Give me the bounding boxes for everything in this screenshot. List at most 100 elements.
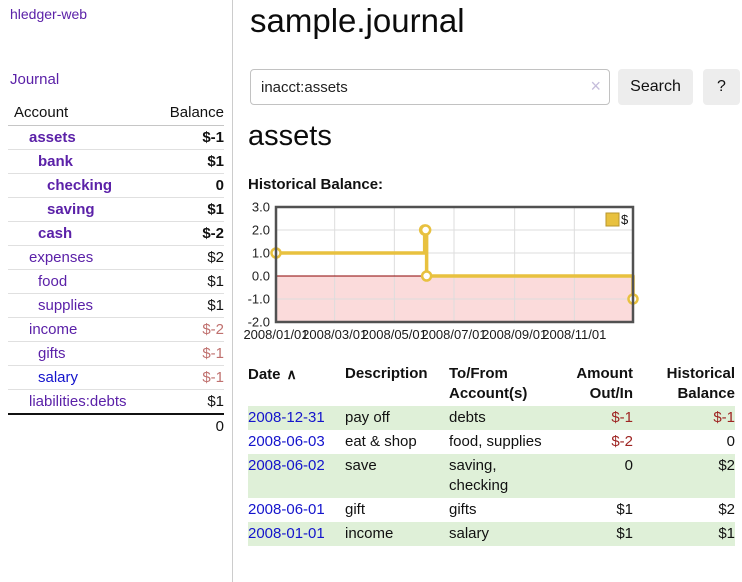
x-tick-label: 2008/11/01	[542, 327, 606, 342]
search-button[interactable]: Search	[618, 69, 693, 105]
search-help-button[interactable]: ?	[703, 69, 740, 105]
transaction-amount: $-2	[611, 433, 633, 450]
y-tick-label: -2.0	[248, 315, 270, 330]
transaction-balance: $-1	[713, 409, 735, 426]
transaction-description: eat & shop	[345, 433, 417, 450]
sidebar: hledger-web Journal Account Balance asse…	[0, 0, 232, 582]
transaction-date-link[interactable]: 2008-06-03	[248, 433, 325, 450]
account-link-cash[interactable]: cash	[38, 225, 73, 242]
transaction-accounts: saving, checking	[449, 457, 509, 494]
register-col-tofrom: To/From Account(s)	[449, 365, 528, 402]
sort-ascending-icon: ∧	[286, 366, 297, 382]
account-row: expenses $2	[8, 245, 224, 270]
account-balance: $1	[151, 269, 224, 294]
account-balance: $1	[151, 389, 224, 415]
accounts-total-value: 0	[151, 413, 224, 438]
register-row[interactable]: 2008-01-01 income salary $1 $1	[248, 522, 735, 546]
account-row: salary $-1	[8, 365, 224, 390]
transaction-balance: $1	[718, 525, 735, 542]
transaction-accounts: debts	[449, 409, 486, 426]
transaction-description: save	[345, 457, 377, 474]
account-row: income $-2	[8, 317, 224, 342]
search-form: ×	[250, 69, 610, 105]
account-balance: $-1	[151, 125, 224, 150]
account-row: food $1	[8, 269, 224, 294]
account-link-assets[interactable]: assets	[29, 129, 76, 146]
legend-label[interactable]: $	[621, 212, 629, 227]
account-row: bank $1	[8, 149, 224, 174]
register-table: Date ∧ Description To/From Account(s) Amo…	[248, 362, 735, 546]
brand-link[interactable]: hledger-web	[10, 6, 88, 22]
page-title: sample.journal	[250, 2, 465, 39]
y-tick-label: 0.0	[252, 269, 270, 284]
sidebar-divider	[232, 0, 233, 582]
account-row: gifts $-1	[8, 341, 224, 366]
account-row: assets $-1	[8, 125, 224, 150]
chart-title: Historical Balance:	[248, 176, 384, 193]
transaction-description: pay off	[345, 409, 390, 426]
accounts-col-balance: Balance	[151, 102, 224, 126]
accounts-table: Account Balance assets $-1 bank $1 checking 0…	[8, 102, 224, 438]
transaction-accounts: food, supplies	[449, 433, 542, 450]
account-balance: $-1	[151, 365, 224, 390]
transaction-accounts: gifts	[449, 501, 477, 518]
clear-search-icon[interactable]: ×	[590, 76, 601, 96]
account-balance: $1	[151, 149, 224, 174]
transaction-date-link[interactable]: 2008-12-31	[248, 409, 325, 426]
search-input[interactable]	[250, 69, 610, 105]
x-tick-label: 2008/09/01	[482, 327, 547, 342]
y-tick-label: 3.0	[252, 200, 270, 215]
sidebar-item-journal[interactable]: Journal	[10, 71, 60, 88]
x-tick-label: 2008/05/01	[362, 327, 427, 342]
account-link-salary[interactable]: salary	[38, 369, 79, 386]
account-balance: $-2	[151, 221, 224, 246]
account-row: saving $1	[8, 197, 224, 222]
account-heading: assets	[248, 120, 332, 152]
register-row[interactable]: 2008-06-03 eat & shop food, supplies $-2 0	[248, 430, 735, 454]
transaction-amount: 0	[624, 457, 633, 474]
register-row[interactable]: 2008-12-31 pay off debts $-1 $-1	[248, 406, 735, 430]
register-col-date[interactable]: Date ∧	[248, 366, 297, 383]
plot-border	[274, 205, 635, 324]
account-row: checking 0	[8, 173, 224, 198]
account-row: supplies $1	[8, 293, 224, 318]
register-row[interactable]: 2008-06-02 save saving, checking 0 $2	[248, 454, 735, 498]
transaction-balance: $2	[718, 457, 735, 474]
data-point-marker[interactable]	[420, 270, 433, 282]
account-link-expenses[interactable]: expenses	[29, 249, 94, 266]
accounts-total-row: 0	[8, 413, 224, 438]
register-col-balance: Historical Balance	[666, 365, 735, 402]
transaction-balance: 0	[726, 433, 735, 450]
y-tick-label: 2.0	[252, 223, 270, 238]
accounts-col-account: Account	[8, 102, 152, 126]
account-link-income[interactable]: income	[29, 321, 78, 338]
account-link-supplies[interactable]: supplies	[38, 297, 94, 314]
transaction-date-link[interactable]: 2008-06-01	[248, 501, 325, 518]
x-tick-label: 2008/01/01	[243, 327, 308, 342]
transaction-balance: $2	[718, 501, 735, 518]
register-row[interactable]: 2008-06-01 gift gifts $1 $2	[248, 498, 735, 522]
register-col-amount: Amount Out/In	[576, 365, 633, 402]
y-tick-label: -1.0	[248, 292, 270, 307]
account-balance: $-2	[151, 317, 224, 342]
transaction-amount: $1	[616, 525, 633, 542]
account-link-gifts[interactable]: gifts	[38, 345, 66, 362]
transaction-description: income	[345, 525, 394, 542]
account-link-checking[interactable]: checking	[47, 177, 113, 194]
transaction-date-link[interactable]: 2008-06-02	[248, 457, 325, 474]
data-point-marker[interactable]	[419, 224, 432, 236]
transaction-amount: $-1	[611, 409, 633, 426]
y-tick-label: 1.0	[252, 246, 270, 261]
transaction-amount: $1	[616, 501, 633, 518]
x-tick-label: 2008/03/01	[302, 327, 367, 342]
legend-swatch	[605, 212, 620, 227]
account-link-food[interactable]: food	[38, 273, 68, 290]
account-row: liabilities:debts $1	[8, 389, 224, 415]
account-link-saving[interactable]: saving	[47, 201, 95, 218]
transaction-accounts: salary	[449, 525, 490, 542]
account-balance: 0	[151, 173, 224, 198]
transaction-date-link[interactable]: 2008-01-01	[248, 525, 325, 542]
account-link-liabilities-debts[interactable]: liabilities:debts	[29, 393, 127, 410]
account-link-bank[interactable]: bank	[38, 153, 74, 170]
